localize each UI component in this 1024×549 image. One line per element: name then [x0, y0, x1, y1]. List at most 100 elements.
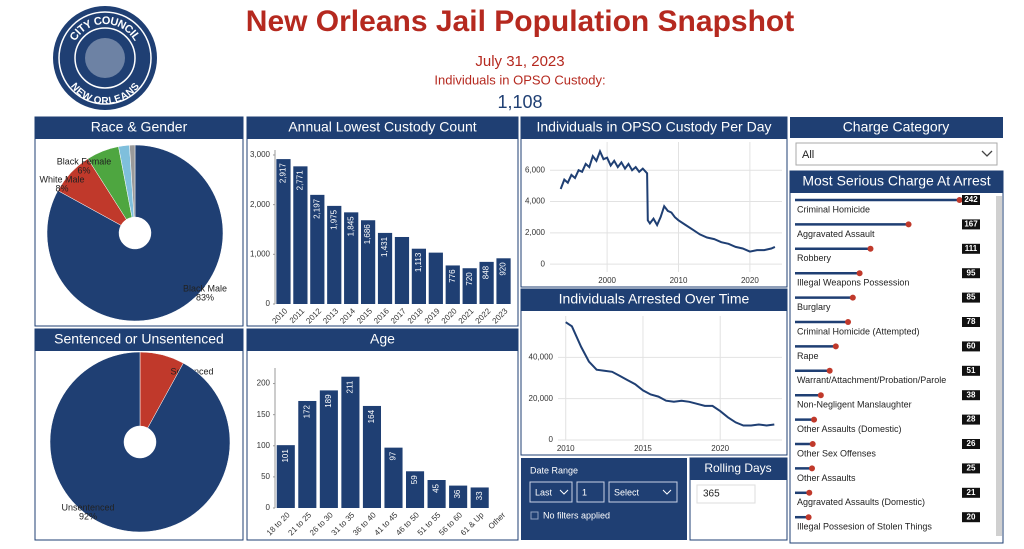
bar-value-label: 1,975: [329, 209, 338, 230]
filter-header: [790, 117, 1003, 138]
custody-count: 1,108: [497, 92, 542, 112]
bar: [276, 159, 291, 304]
value-badge: [962, 341, 980, 352]
y-tick-label: 0: [549, 435, 554, 444]
bar: [496, 258, 511, 304]
panel: [789, 170, 1004, 544]
category-label: Burglary: [797, 302, 831, 312]
lollipop-dot: [956, 197, 963, 203]
dropdown[interactable]: [529, 481, 573, 503]
x-tick-label: 2020: [741, 276, 759, 285]
input-value[interactable]: 1: [582, 487, 587, 497]
lollipop-dot: [806, 489, 813, 496]
chevron[interactable]: [662, 489, 672, 495]
value-badge: [962, 365, 980, 376]
panel-title: Race & Gender: [91, 119, 188, 135]
panel-title: Individuals Arrested Over Time: [559, 291, 750, 307]
bar: [293, 166, 308, 304]
lollipop-dot: [826, 367, 833, 374]
panel: [520, 288, 788, 456]
value-label: 51: [967, 366, 976, 375]
bar: [276, 445, 295, 508]
pie-slice: [49, 351, 231, 533]
category-label: Non-Negligent Manslaughter: [797, 400, 912, 410]
checkbox[interactable]: [530, 511, 539, 520]
chevron[interactable]: [559, 489, 569, 495]
value-label: 111: [965, 244, 978, 253]
slice-value: 8%: [55, 183, 68, 193]
bar: [445, 265, 460, 304]
panel-header: [521, 289, 787, 311]
category-label: Robbery: [797, 253, 832, 263]
value-label: 20: [967, 512, 976, 521]
category-label: Other Sex Offenses: [797, 448, 876, 458]
scrollbar[interactable]: [996, 196, 1002, 536]
bar-value-label: 720: [465, 272, 474, 286]
bar: [327, 205, 342, 304]
value-badge: [962, 243, 980, 254]
custody-subtitle: Individuals in OPSO Custody:: [434, 72, 605, 87]
logo-seal: [85, 38, 125, 78]
category-label: Warrant/Attachment/Probation/Parole: [797, 375, 946, 385]
panel-title: Individuals in OPSO Custody Per Day: [537, 119, 772, 135]
bar: [360, 220, 376, 304]
category-label: Other Assaults (Domestic): [797, 424, 902, 434]
charge-category-filter: Charge Category All: [790, 117, 1003, 166]
value-label: 25: [967, 464, 976, 473]
bar-value-label: 1,113: [414, 252, 423, 272]
value-badge: [962, 463, 980, 474]
y-tick-label: 0: [266, 299, 271, 308]
category-label: Criminal Homicide: [797, 204, 870, 214]
bar: [384, 447, 403, 508]
dropdown-value[interactable]: Last: [535, 487, 553, 497]
dropdown[interactable]: [608, 481, 678, 503]
bar-value-label: 33: [475, 491, 484, 500]
bar-value-label: 920: [499, 262, 508, 276]
bar: [344, 212, 359, 304]
value-label: 21: [967, 488, 976, 497]
slice-label: Unsentenced: [61, 502, 114, 512]
dropdown[interactable]: [795, 142, 998, 166]
filter-header: [690, 458, 787, 480]
text-input[interactable]: [696, 484, 756, 504]
bar-value-label: 1,845: [346, 216, 355, 237]
panel-header: [35, 329, 243, 351]
slice-value: 83%: [196, 292, 214, 302]
panel-header: [790, 171, 1003, 193]
category-label: Illegal Possesion of Stolen Things: [797, 522, 932, 532]
bar-value-label: 211: [346, 380, 355, 393]
y-tick-label: 4,000: [525, 197, 546, 206]
y-tick-label: 3,000: [250, 150, 271, 159]
panel-title: Sentenced or Unsentenced: [54, 331, 224, 347]
filter-title: Rolling Days: [704, 461, 771, 475]
value-label: 78: [967, 317, 976, 326]
bar: [462, 268, 477, 304]
chevron[interactable]: [981, 150, 993, 157]
dropdown-value[interactable]: All: [802, 149, 814, 161]
value-badge: [962, 512, 980, 523]
rolling-days-filter: Rolling Days 365: [689, 457, 788, 541]
y-tick-label: 1,000: [250, 249, 271, 258]
bar-value-label: 2,917: [279, 163, 288, 184]
number-input[interactable]: [576, 481, 605, 503]
bar-value-label: 2,771: [296, 170, 305, 191]
lollipop-dot: [809, 465, 815, 472]
value-label: 167: [964, 220, 978, 229]
bar: [341, 376, 360, 508]
bar-value-label: 848: [482, 265, 491, 279]
bar: [298, 400, 317, 508]
y-tick-label: 20,000: [529, 394, 554, 403]
input-value[interactable]: 365: [703, 489, 720, 500]
value-badge: [962, 439, 980, 449]
bar: [428, 252, 443, 304]
y-tick-label: 0: [541, 259, 546, 268]
dropdown-value[interactable]: Select: [614, 487, 640, 497]
y-tick-label: 100: [257, 441, 271, 450]
category-label: Aggravated Assaults (Domestic): [797, 497, 925, 507]
category-label: Rape: [797, 351, 819, 361]
bar: [427, 480, 446, 508]
y-tick-label: 6,000: [525, 165, 546, 174]
slice-label: White Male: [39, 174, 84, 184]
slice-value: 6%: [77, 165, 90, 175]
